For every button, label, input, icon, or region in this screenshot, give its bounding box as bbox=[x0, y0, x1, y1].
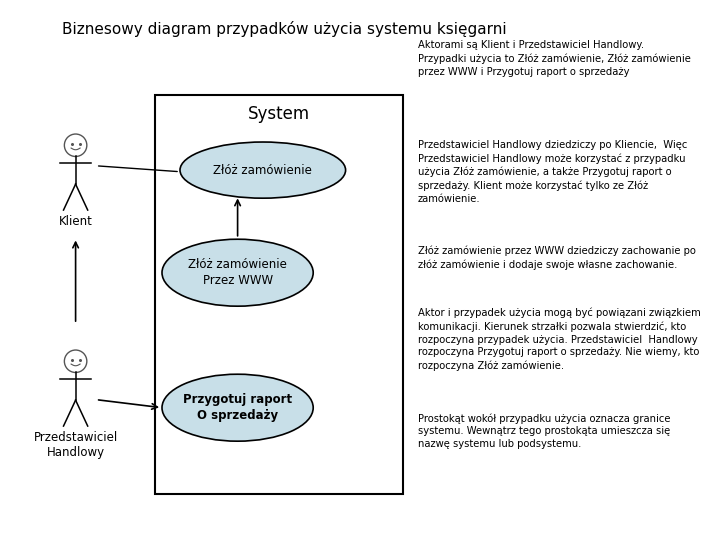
Text: Przedstawiciel
Handlowy: Przedstawiciel Handlowy bbox=[33, 431, 118, 459]
Ellipse shape bbox=[162, 374, 313, 441]
Text: Aktor i przypadek użycia mogą być powiązani związkiem
komunikacji. Kierunek strz: Aktor i przypadek użycia mogą być powiąz… bbox=[418, 308, 701, 371]
Text: Prostokąt wokół przypadku użycia oznacza granice
systemu. Wewnątrz tego prostoką: Prostokąt wokół przypadku użycia oznacza… bbox=[418, 413, 670, 449]
Text: Przedstawiciel Handlowy dziedziczy po Kliencie,  Więc
Przedstawiciel Handlowy mo: Przedstawiciel Handlowy dziedziczy po Kl… bbox=[418, 140, 687, 204]
Text: Klient: Klient bbox=[58, 215, 93, 228]
Ellipse shape bbox=[180, 142, 346, 198]
Text: Złóż zamówienie
Przez WWW: Złóż zamówienie Przez WWW bbox=[188, 258, 287, 287]
Text: Przygotuj raport
O sprzedaży: Przygotuj raport O sprzedaży bbox=[183, 393, 292, 422]
Ellipse shape bbox=[64, 350, 87, 373]
Text: Aktorami są Klient i Przedstawiciel Handlowy.
Przypadki użycia to Złóż zamówieni: Aktorami są Klient i Przedstawiciel Hand… bbox=[418, 40, 690, 77]
Ellipse shape bbox=[64, 134, 87, 157]
Bar bbox=[155, 94, 403, 494]
Text: Złóż zamówienie przez WWW dziedziczy zachowanie po
złóż zamówienie i dodaje swoj: Złóż zamówienie przez WWW dziedziczy zac… bbox=[418, 246, 696, 269]
Text: Złóż zamówienie: Złóż zamówienie bbox=[213, 164, 312, 177]
Text: System: System bbox=[248, 105, 310, 123]
Ellipse shape bbox=[162, 239, 313, 306]
Text: Biznesowy diagram przypadków użycia systemu księgarni: Biznesowy diagram przypadków użycia syst… bbox=[62, 21, 507, 37]
